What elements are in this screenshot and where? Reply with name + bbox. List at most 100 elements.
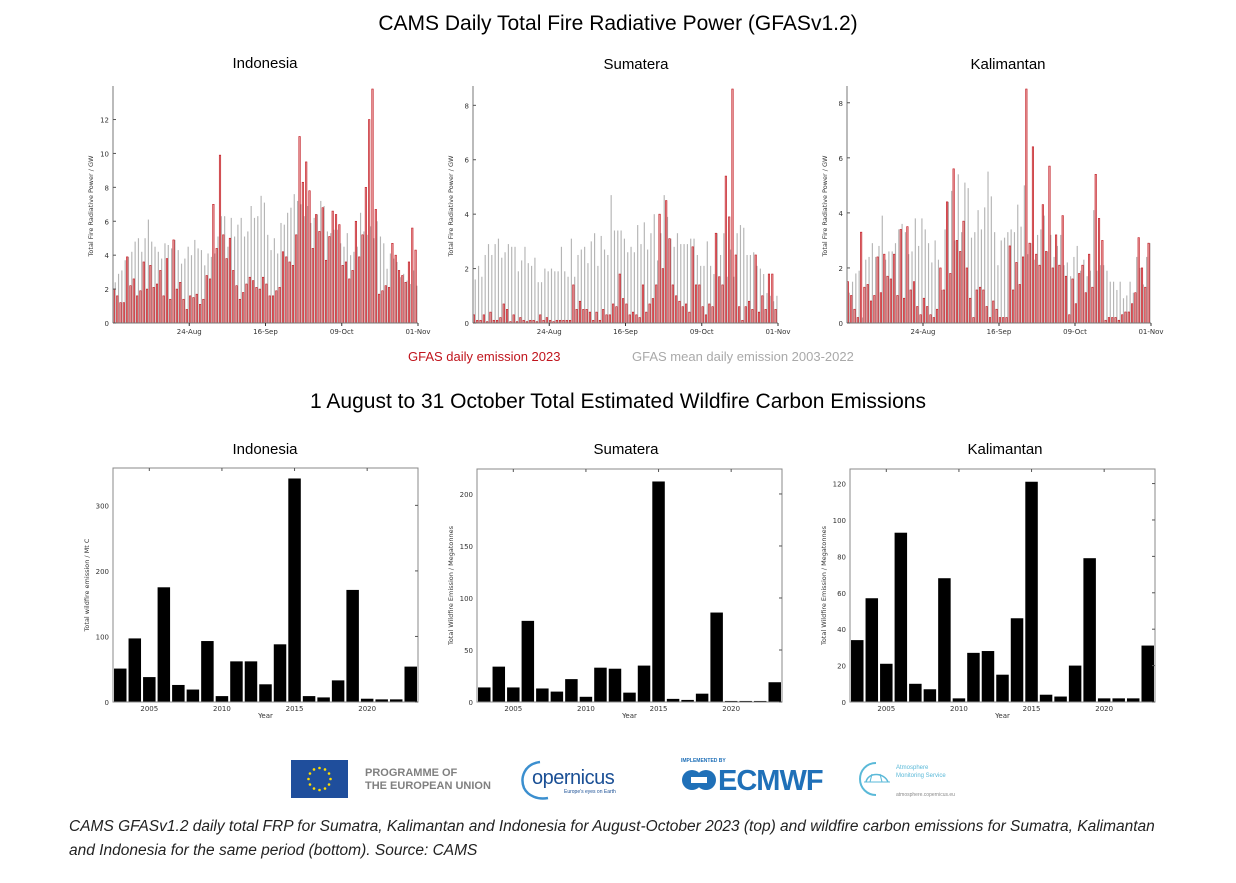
bar-mean [144,238,146,323]
bar-2023 [499,317,502,324]
bar-mean [653,214,655,323]
bar-2023 [1140,267,1144,324]
bar-mean [353,251,355,323]
bar-2023 [222,234,225,324]
bar-2023 [291,265,294,324]
bar-mean [114,282,116,323]
bar-2023 [631,311,635,324]
bar-mean [1073,256,1075,323]
bar-annual [331,680,345,702]
y-tick-label: 4 [839,210,844,218]
bar-mean [1126,295,1128,323]
bar-2023 [909,289,912,324]
y-axis-label: Total Wildfire Emission / Megatonnes [447,525,455,646]
bar-2023 [368,119,371,324]
bar-annual [346,589,359,702]
bar-mean [904,232,906,323]
bar-2023 [209,278,212,324]
bar-annual [143,677,156,702]
bar-mean [640,244,642,323]
bar-2023 [638,317,641,324]
bar-annual [923,689,937,702]
bar-2023 [856,317,859,324]
bar-mean [369,226,372,323]
bar-2023 [995,308,998,324]
bar-mean [540,282,543,323]
bar-mean [743,227,745,323]
bar-annual [1112,698,1125,702]
bar-2023 [965,267,968,324]
bar-mean [861,317,864,323]
bar-2023 [318,231,321,324]
bar-2023 [1064,275,1068,324]
copernicus-logo: opernicus Europe's eyes on Earth [518,758,630,800]
bar-2023 [1071,278,1074,324]
bar-mean [200,250,203,323]
x-tick-label: 2015 [650,705,668,713]
bar-2023 [228,237,231,324]
bar-2023 [972,317,975,324]
eu-star [329,777,332,781]
y-tick-label: 300 [96,502,109,510]
bar-2023 [1058,264,1061,324]
bar-2023 [767,273,771,324]
bar-annual [478,687,491,702]
bar-2023 [328,236,331,324]
bar-2023 [384,285,387,324]
bar-annual [1054,696,1067,702]
bar-mean [491,254,493,323]
bar-mean [306,206,309,323]
bar-mean [260,195,262,323]
y-tick-label: 40 [837,626,846,634]
bar-2023 [658,213,661,324]
bar-2023 [1021,256,1025,324]
panel-title-kalimantan-annual: Kalimantan [967,441,1043,458]
bar-annual [652,481,665,702]
bar-2023 [721,284,724,324]
bar-mean [366,234,368,323]
bar-2023 [955,240,958,324]
bar-2023 [502,303,505,324]
bar-2023 [348,278,351,324]
y-tick-label: 60 [837,590,846,598]
bar-mean [756,265,758,323]
bar-2023 [879,292,882,324]
bar-mean [1070,276,1072,323]
bar-mean [954,240,956,323]
bar-mean [1046,251,1049,323]
bar-2023 [595,311,598,324]
bar-annual [157,587,171,702]
bar-2023 [252,280,255,324]
bar-2023 [159,270,162,324]
bar-2023 [539,314,542,324]
bar-mean [759,268,761,323]
bar-2023 [1084,292,1087,324]
y-tick-label: 12 [100,117,109,125]
bar-mean [293,194,295,323]
bar-2023 [754,254,757,324]
bar-mean [187,246,189,323]
x-axis-label: Year [621,712,637,720]
bar-mean [517,271,519,323]
bar-mean [534,257,536,323]
bar-mean [507,244,509,323]
bar-2023 [896,295,899,324]
legend-2023: GFAS daily emission 2023 [408,349,561,364]
bar-mean [908,254,910,323]
y-tick-label: 2 [839,265,843,273]
bar-2023 [199,304,202,324]
bar-mean [270,250,272,323]
y-tick-label: 0 [105,699,109,707]
bar-2023 [354,220,357,324]
bar-mean [220,216,222,323]
bar-mean [154,246,156,323]
y-tick-label: 4 [465,211,470,219]
bar-mean [537,282,539,323]
bar-2023 [122,302,125,324]
bar-mean [240,217,242,323]
y-axis-label: Total Fire Radiative Power / GW [821,155,829,257]
bar-mean [590,241,592,323]
bar-mean [333,229,335,323]
bar-mean [656,260,659,323]
bar-2023 [932,317,935,324]
